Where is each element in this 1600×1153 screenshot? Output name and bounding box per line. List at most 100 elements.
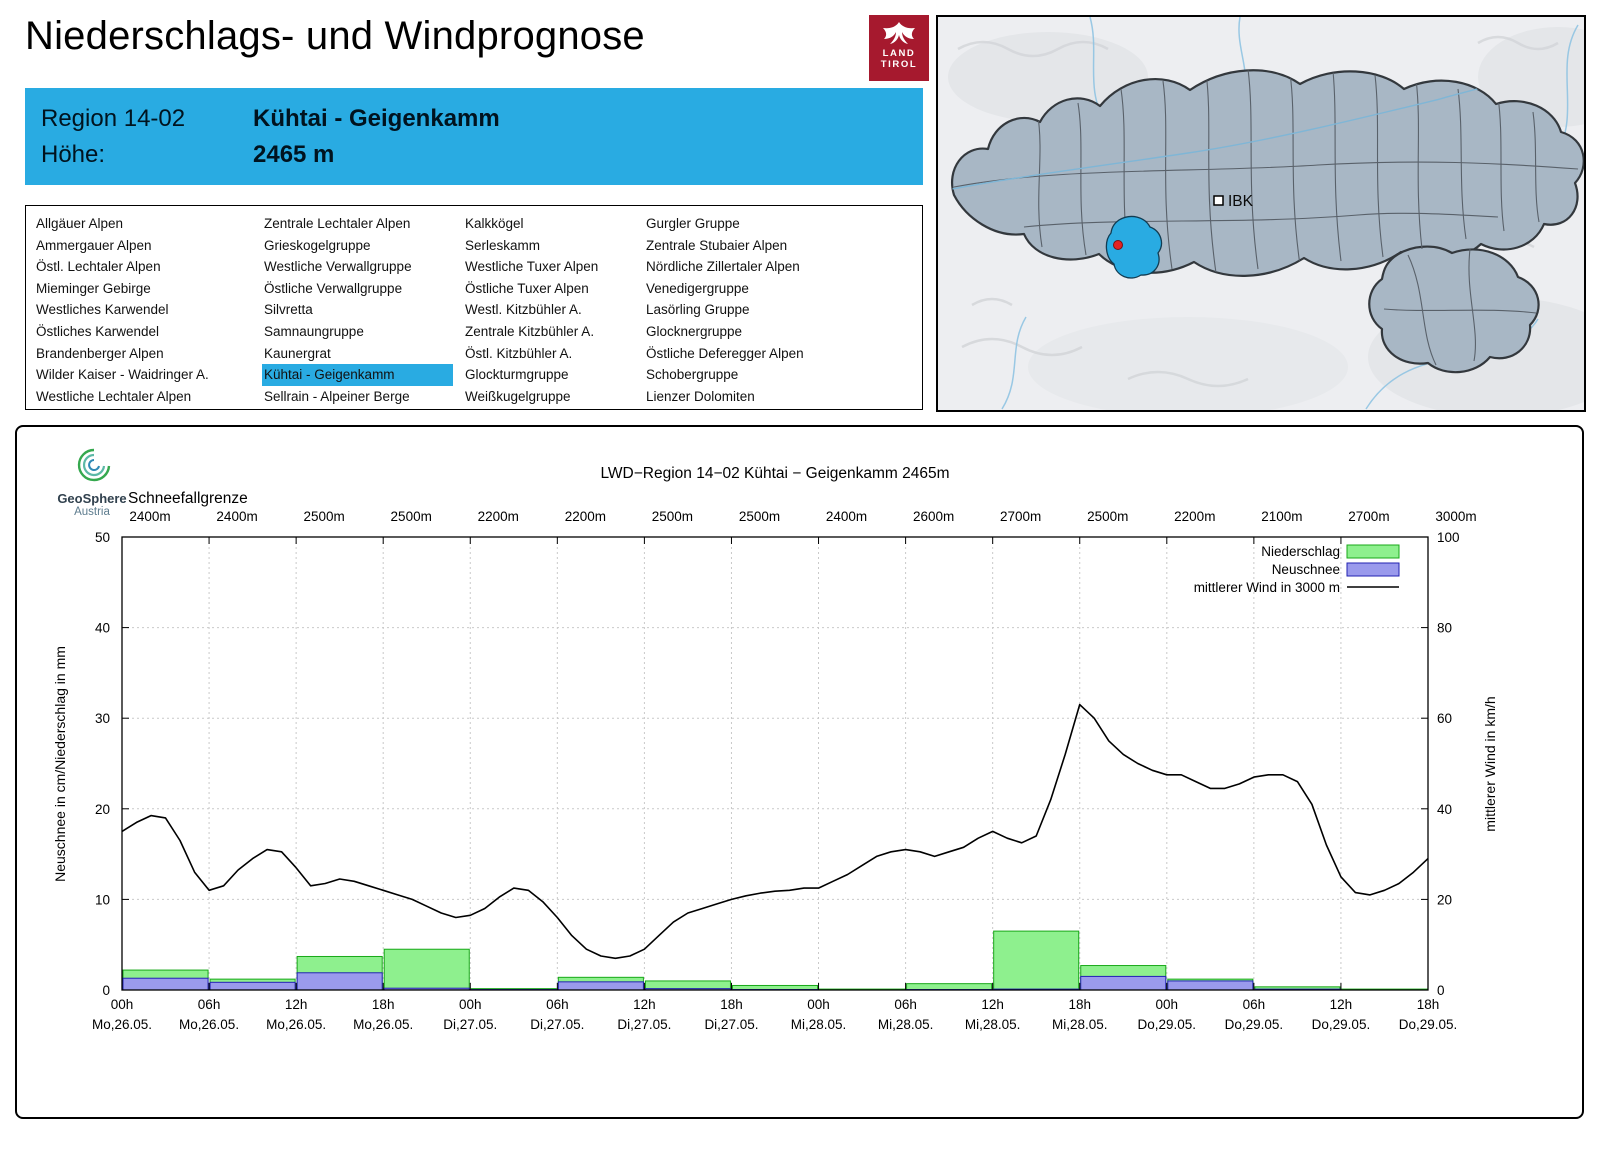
svg-text:2700m: 2700m — [1000, 509, 1041, 524]
svg-text:Mi,28.05.: Mi,28.05. — [791, 1017, 847, 1032]
svg-text:00h: 00h — [807, 997, 830, 1012]
svg-text:50: 50 — [95, 530, 110, 545]
svg-text:40: 40 — [1437, 802, 1452, 817]
region-borders — [952, 70, 1579, 366]
svg-text:2400m: 2400m — [826, 509, 867, 524]
ibk-marker — [1213, 195, 1224, 206]
svg-text:Do,29.05.: Do,29.05. — [1225, 1017, 1284, 1032]
svg-text:06h: 06h — [546, 997, 569, 1012]
region-item[interactable]: Kaunergrat — [264, 345, 331, 361]
region-item[interactable]: Nördliche Zillertaler Alpen — [646, 259, 800, 275]
svg-text:Neuschnee: Neuschnee — [1272, 562, 1340, 577]
svg-text:18h: 18h — [372, 997, 395, 1012]
elevation-value: 2465 m — [253, 141, 335, 168]
neuschnee-bar — [1080, 975, 1167, 991]
logo-line1: LAND — [882, 48, 916, 59]
svg-text:30: 30 — [95, 711, 110, 726]
tirol-map-svg: IBK — [948, 17, 1584, 410]
svg-text:18h: 18h — [1068, 997, 1091, 1012]
region-item[interactable]: Samnaungruppe — [264, 323, 364, 339]
region-item[interactable]: Weißkugelgruppe — [465, 388, 571, 404]
region-item[interactable]: Lasörling Gruppe — [646, 302, 750, 318]
ibk-label: IBK — [1228, 193, 1254, 210]
region-item[interactable]: Östliche Verwallgruppe — [264, 280, 403, 296]
svg-text:00h: 00h — [459, 997, 482, 1012]
region-item[interactable]: Serleskamm — [465, 237, 541, 253]
elevation-label: Höhe: — [41, 141, 106, 168]
region-item[interactable]: Östl. Kitzbühler A. — [465, 345, 573, 361]
region-column: Kalkkögel Serleskamm Westliche Tuxer Alpen… — [463, 213, 644, 409]
y-right-axis-title: mittlerer Wind in km/h — [1482, 696, 1498, 831]
svg-text:Mo,26.05.: Mo,26.05. — [266, 1017, 326, 1032]
svg-text:Niederschlag: Niederschlag — [1261, 544, 1340, 559]
chart-title: LWD−Region 14−02 Kühtai − Geigenkamm 246… — [600, 465, 949, 482]
logo-line2: TIROL — [880, 59, 918, 70]
region-item[interactable]: Östliche Tuxer Alpen — [465, 280, 589, 296]
region-number-label: Region 14-02 — [41, 105, 186, 132]
region-column: Allgäuer Alpen Ammergauer Alpen Östl. Lech… — [34, 213, 262, 409]
svg-text:2500m: 2500m — [1087, 509, 1128, 524]
region-item[interactable]: Glockturmgruppe — [465, 367, 569, 383]
svg-text:10: 10 — [95, 892, 110, 907]
region-item[interactable]: Westliche Tuxer Alpen — [465, 259, 599, 275]
region-item[interactable]: Lienzer Dolomiten — [646, 388, 755, 404]
region-item[interactable]: Östliches Karwendel — [36, 323, 160, 339]
svg-text:Mo,26.05.: Mo,26.05. — [179, 1017, 239, 1032]
neuschnee-bar — [557, 981, 644, 991]
svg-text:20: 20 — [1437, 892, 1452, 907]
selected-region-shape[interactable] — [1105, 215, 1163, 279]
svg-text:Di,27.05.: Di,27.05. — [530, 1017, 584, 1032]
svg-text:2100m: 2100m — [1261, 509, 1302, 524]
svg-text:Mo,26.05.: Mo,26.05. — [353, 1017, 413, 1032]
region-item[interactable]: Schobergruppe — [646, 367, 739, 383]
region-item[interactable]: Venedigergruppe — [646, 280, 749, 296]
north-tirol-shape — [951, 69, 1584, 277]
svg-text:Mo,26.05.: Mo,26.05. — [92, 1017, 152, 1032]
region-item[interactable]: Zentrale Stubaier Alpen — [646, 237, 788, 253]
region-item[interactable]: Westliche Verwallgruppe — [264, 259, 412, 275]
region-name: Kühtai - Geigenkamm — [253, 105, 500, 132]
svg-text:2200m: 2200m — [478, 509, 519, 524]
region-column: Zentrale Lechtaler Alpen Grieskogelgruppe… — [262, 213, 463, 409]
region-item[interactable]: Westl. Kitzbühler A. — [465, 302, 582, 318]
region-item[interactable]: Westliches Karwendel — [36, 302, 169, 318]
station-marker — [1113, 240, 1123, 250]
forecast-chart: 00h Mo,26.05. 06h Mo,26.05. 12h Mo,26.05. 18h M… — [52, 465, 1498, 1032]
svg-text:2700m: 2700m — [1348, 509, 1389, 524]
region-item[interactable]: Westliche Lechtaler Alpen — [36, 388, 192, 404]
region-item[interactable]: Östl. Lechtaler Alpen — [36, 259, 161, 275]
svg-text:2600m: 2600m — [913, 509, 954, 524]
region-item[interactable]: Zentrale Kitzbühler A. — [465, 323, 595, 339]
region-item[interactable]: Grieskogelgruppe — [264, 237, 371, 253]
region-item[interactable]: Glocknergruppe — [646, 323, 743, 339]
chart-legend: Niederschlag Neuschnee mittlerer Wind in 3… — [1194, 544, 1400, 595]
region-item[interactable]: Brandenberger Alpen — [36, 345, 164, 361]
tirol-regions: IBK — [951, 69, 1584, 374]
region-item-selected[interactable]: Kühtai - Geigenkamm — [262, 364, 453, 386]
svg-text:2400m: 2400m — [216, 509, 257, 524]
region-item[interactable]: Gurgler Gruppe — [646, 216, 740, 231]
chart-panel: 00h Mo,26.05. 06h Mo,26.05. 12h Mo,26.05. 18h M… — [15, 425, 1584, 1119]
region-item[interactable]: Östliche Deferegger Alpen — [646, 345, 804, 361]
svg-text:12h: 12h — [1330, 997, 1353, 1012]
svg-text:2500m: 2500m — [739, 509, 780, 524]
region-item[interactable]: Ammergauer Alpen — [36, 237, 152, 253]
region-item[interactable]: Sellrain - Alpeiner Berge — [264, 388, 410, 404]
neuschnee-bar — [1167, 980, 1254, 991]
region-item[interactable]: Mieminger Gebirge — [36, 280, 151, 296]
region-item[interactable]: Kalkkögel — [465, 216, 524, 231]
region-item[interactable]: Silvretta — [264, 302, 313, 318]
svg-text:2200m: 2200m — [565, 509, 606, 524]
region-item[interactable]: Allgäuer Alpen — [36, 216, 124, 231]
svg-text:00h: 00h — [111, 997, 134, 1012]
svg-text:06h: 06h — [1243, 997, 1266, 1012]
page-title: Niederschlags- und Windprognose — [25, 14, 645, 58]
region-item[interactable]: Zentrale Lechtaler Alpen — [264, 216, 411, 231]
region-item[interactable]: Wilder Kaiser - Waidringer A. — [36, 367, 209, 383]
x-axis-labels: 00h Mo,26.05. 06h Mo,26.05. 12h Mo,26.05. 18h M… — [92, 997, 1457, 1032]
svg-text:2400m: 2400m — [129, 509, 170, 524]
tirol-map[interactable]: IBK — [936, 15, 1586, 412]
neuschnee-bar — [122, 977, 209, 991]
svg-text:Di,27.05.: Di,27.05. — [443, 1017, 497, 1032]
